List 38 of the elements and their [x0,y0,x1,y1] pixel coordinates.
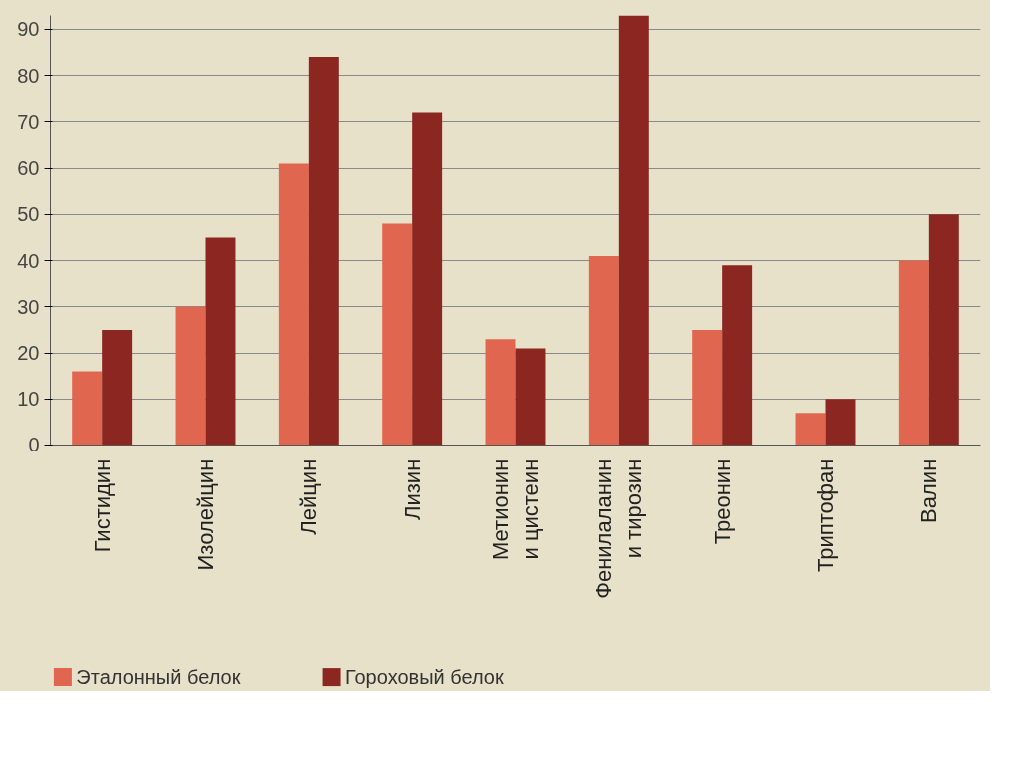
y-tick-label: 60 [17,157,40,180]
y-tick-label: 90 [17,18,40,41]
bar [722,265,753,446]
bar [412,112,443,446]
y-tick-label: 40 [17,249,40,272]
bar [825,399,856,446]
y-tick-label: 10 [17,388,40,411]
legend-label: Эталонный белок [76,666,241,689]
bar [175,306,206,446]
y-tick-label: 20 [17,342,40,365]
x-tick-label: Треонин [709,458,735,545]
x-tick-label: Изолейцин [193,458,218,571]
bar [278,163,309,446]
bar [102,329,133,446]
y-tick-label: 70 [17,110,40,133]
x-tick-label: Метионин и цистеин [488,458,543,560]
bar [588,255,619,446]
bar [928,214,959,446]
bar [618,15,649,446]
x-tick-label: Лейцин [296,458,322,535]
bar [485,339,516,446]
bar [308,57,339,446]
bar [515,348,546,446]
x-tick-label: Гистидин [89,458,115,553]
x-tick-label: Лизин [399,458,425,520]
x-tick-label: Триптофан [813,458,838,572]
x-tick-label: Валин [916,458,942,523]
bar [692,329,723,446]
bar [205,237,236,446]
bar [382,223,413,446]
y-tick-label: 80 [17,64,40,87]
bar [72,371,103,446]
bar [795,413,826,446]
legend-label: Гороховый белок [345,666,504,689]
y-tick-label: 30 [17,295,40,318]
bar [898,260,929,446]
y-tick-label: 0 [28,433,40,456]
y-tick-label: 50 [17,203,40,226]
